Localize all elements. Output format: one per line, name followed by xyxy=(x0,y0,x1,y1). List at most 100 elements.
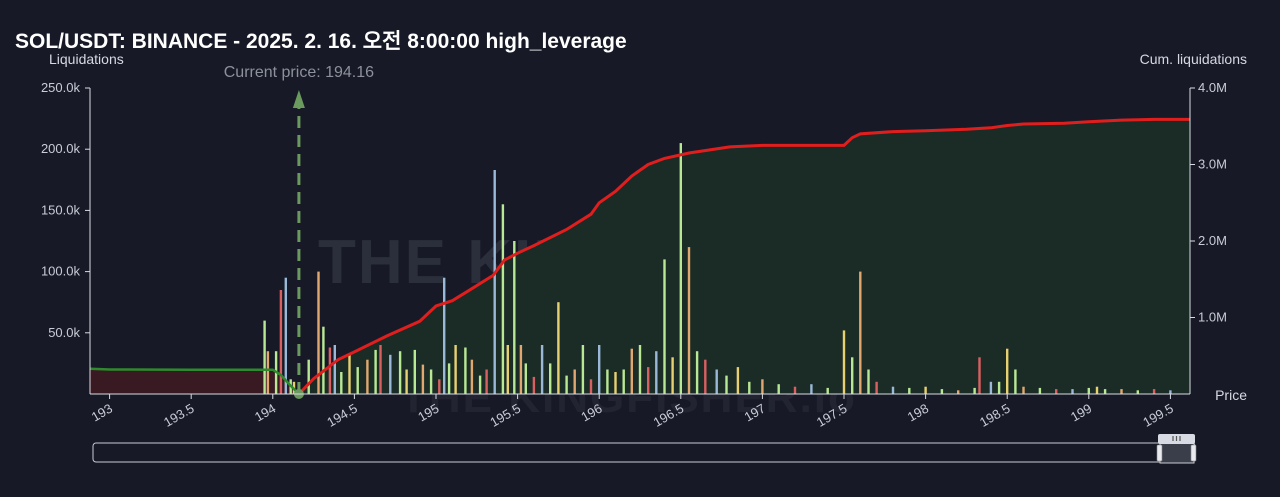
liquidation-bar xyxy=(1038,387,1042,394)
liquidation-bar xyxy=(513,241,516,394)
plot-area xyxy=(90,117,1190,394)
liquidation-bar xyxy=(429,369,433,394)
liquidation-bar xyxy=(389,354,392,394)
y-tick-label: 100.0k xyxy=(41,264,81,279)
liquidation-bar xyxy=(266,351,270,394)
current-price-label: Current price: 194.16 xyxy=(224,64,374,81)
liquidation-bar xyxy=(695,351,699,394)
liquidation-bar xyxy=(1071,389,1074,394)
liquidation-bar xyxy=(501,204,505,394)
liquidation-bar xyxy=(679,143,682,394)
liquidation-bar xyxy=(1006,348,1009,394)
liquidation-bar xyxy=(1022,386,1025,394)
liquidation-bar xyxy=(957,390,960,394)
x-axis-title: Price xyxy=(1215,387,1247,403)
liquidation-bar xyxy=(524,363,527,394)
liquidation-bar xyxy=(1152,389,1156,394)
liquidation-bar xyxy=(279,290,283,394)
liquidation-bar xyxy=(748,381,751,394)
liquidation-bar xyxy=(663,259,666,394)
liquidation-bar xyxy=(978,357,981,394)
liquidation-bar xyxy=(671,357,674,394)
liquidation-bar xyxy=(614,372,617,394)
liquidation-bar xyxy=(328,347,332,394)
liquidation-bar xyxy=(1014,369,1017,394)
x-tick-label: 198.5 xyxy=(977,401,1013,430)
liquidation-bar xyxy=(647,367,650,394)
x-tick-label: 194 xyxy=(252,401,278,425)
liquidation-bar xyxy=(340,372,343,394)
chart-title: SOL/USDT: BINANCE - 2025. 2. 16. 오전 8:00… xyxy=(15,30,627,53)
y-axis-title: Liquidations xyxy=(49,51,124,67)
liquidation-bar xyxy=(549,363,552,394)
liquidation-bar xyxy=(989,381,993,394)
x-tick-label: 193.5 xyxy=(161,401,197,430)
liquidation-bar xyxy=(687,247,691,394)
liquidation-bar xyxy=(374,349,377,394)
liquidation-bar xyxy=(1169,390,1172,394)
liquidation-bar xyxy=(379,345,382,394)
y-tick-label: 150.0k xyxy=(41,202,81,217)
liquidation-bar xyxy=(557,302,560,394)
y2-tick-label: 4.0M xyxy=(1198,80,1227,95)
y2-axis-title: Cum. liquidations xyxy=(1140,51,1247,67)
liquidation-bar xyxy=(454,345,457,394)
liquidation-bar xyxy=(704,359,707,394)
liquidation-bar xyxy=(493,170,496,394)
short-side-line xyxy=(90,367,300,394)
y2-tick-label: 2.0M xyxy=(1198,233,1227,248)
liquidation-bar xyxy=(826,387,829,394)
y-tick-label: 50.0k xyxy=(48,325,80,340)
liquidation-bar xyxy=(284,277,287,394)
liquidation-bar xyxy=(413,349,416,394)
range-slider-left-handle[interactable] xyxy=(1156,444,1163,462)
y-tick-label: 200.0k xyxy=(41,141,81,156)
range-slider-window[interactable] xyxy=(1159,441,1195,464)
liquidation-bar xyxy=(655,351,658,394)
liquidation-bar xyxy=(606,369,609,394)
liquidation-bar xyxy=(317,271,320,394)
liquidation-bar xyxy=(470,359,474,394)
liquidation-bar xyxy=(777,384,780,394)
liquidation-bar xyxy=(589,379,593,394)
x-tick-label: 194.5 xyxy=(324,401,360,430)
liquidation-bar xyxy=(464,347,467,394)
liquidation-bar xyxy=(322,326,325,394)
liquidation-bar xyxy=(924,386,927,394)
liquidation-bar xyxy=(793,386,797,394)
liquidation-bar xyxy=(478,375,482,394)
y2-axis: 1.0M 2.0M 3.0M 4.0M xyxy=(1189,80,1227,394)
liquidation-bar xyxy=(421,364,425,394)
range-slider[interactable] xyxy=(92,434,1197,464)
liquidation-bar xyxy=(532,376,536,394)
liquidation-bar xyxy=(1055,389,1058,394)
x-tick-label: 199.5 xyxy=(1140,401,1176,430)
liquidation-bar xyxy=(736,367,740,394)
liquidation-bar xyxy=(519,345,523,394)
liquidation-bar xyxy=(638,345,642,394)
liquidation-bar xyxy=(1087,387,1090,394)
current-price-marker: Current price: 194.16 xyxy=(224,64,374,399)
y-axis: 50.0k 100.0k 150.0k 200.0k 250.0k xyxy=(41,80,91,394)
range-slider-track[interactable] xyxy=(92,442,1196,463)
range-slider-right-handle[interactable] xyxy=(1190,444,1197,462)
liquidation-bar xyxy=(851,357,854,394)
liquidation-bar xyxy=(940,389,944,394)
x-tick-label: 199 xyxy=(1068,401,1094,425)
liquidation-bar xyxy=(761,379,764,394)
liquidation-bar xyxy=(540,345,544,394)
liquidation-bar xyxy=(366,359,369,394)
liquidation-bar xyxy=(348,354,351,394)
liquidation-bar xyxy=(891,386,895,394)
liquidation-bar xyxy=(725,375,728,394)
liquidation-bar xyxy=(859,271,862,394)
y2-tick-label: 3.0M xyxy=(1198,157,1227,172)
liquidation-bar xyxy=(506,345,509,394)
short-side-area xyxy=(90,368,299,394)
liquidation-bar xyxy=(1095,386,1099,394)
liquidation-bar xyxy=(875,381,878,394)
x-tick-label: 193 xyxy=(89,401,115,425)
liquidation-bar xyxy=(842,330,846,394)
liquidation-bar xyxy=(398,351,402,394)
